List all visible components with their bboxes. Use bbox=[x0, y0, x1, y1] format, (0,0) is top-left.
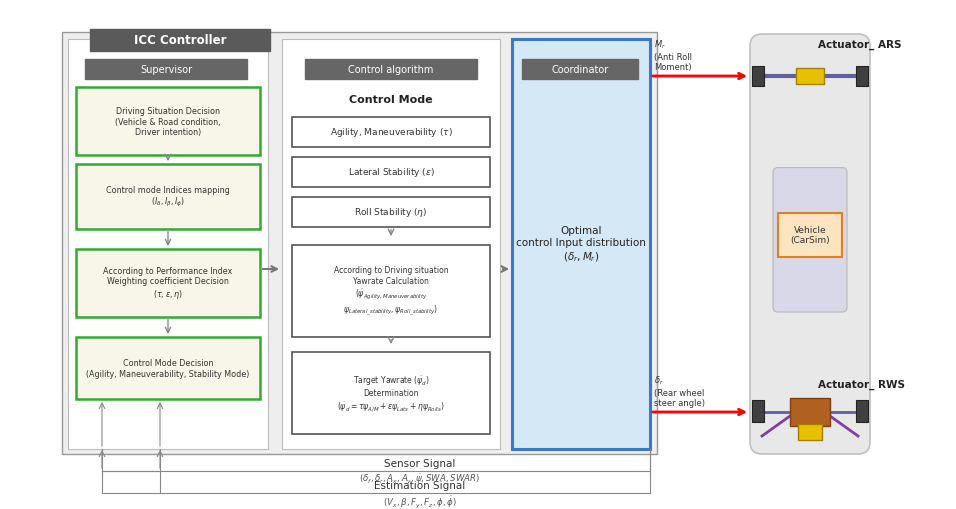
Text: Control Mode Decision
(Agility, Maneuverability, Stability Mode): Control Mode Decision (Agility, Maneuver… bbox=[86, 359, 250, 378]
Text: Actuator_ ARS: Actuator_ ARS bbox=[818, 40, 902, 50]
Text: Actuator_ RWS: Actuator_ RWS bbox=[818, 379, 905, 389]
Bar bbox=[522, 60, 638, 80]
Bar bbox=[76, 337, 260, 399]
Text: According to Performance Index
Weighting coefficient Decision
$(\tau, \varepsilo: According to Performance Index Weighting… bbox=[103, 266, 232, 300]
Bar bbox=[790, 398, 830, 426]
Bar bbox=[778, 213, 842, 257]
Text: According to Driving situation
Yawrate Calculation
$(\dot{\psi}_{Agility,Maneuve: According to Driving situation Yawrate C… bbox=[334, 266, 448, 317]
Bar bbox=[282, 40, 500, 449]
Text: Estimation Signal: Estimation Signal bbox=[375, 480, 466, 490]
Bar bbox=[90, 30, 270, 52]
Bar bbox=[292, 118, 490, 148]
FancyBboxPatch shape bbox=[750, 35, 870, 454]
Bar bbox=[796, 69, 824, 85]
Bar bbox=[85, 60, 247, 80]
Text: Control Mode: Control Mode bbox=[349, 95, 433, 105]
Bar bbox=[798, 424, 822, 440]
Bar bbox=[752, 400, 764, 422]
Bar bbox=[76, 249, 260, 318]
Bar bbox=[292, 245, 490, 337]
Bar bbox=[292, 352, 490, 434]
Bar bbox=[76, 88, 260, 156]
Text: $(\delta_f, \delta_r, A_x, A_y, \dot{\psi}, SWA, SWAR)$: $(\delta_f, \delta_r, A_x, A_y, \dot{\ps… bbox=[359, 472, 481, 486]
Text: Target Yawrate $(\dot{\psi}_d)$
Determination
$(\dot{\psi}_d = \tau\psi_{A/M} + : Target Yawrate $(\dot{\psi}_d)$ Determin… bbox=[337, 374, 445, 413]
Text: Driving Situation Decision
(Vehicle & Road condition,
Driver intention): Driving Situation Decision (Vehicle & Ro… bbox=[116, 107, 221, 136]
Text: Lateral Stability $( \varepsilon )$: Lateral Stability $( \varepsilon )$ bbox=[348, 166, 434, 179]
Bar bbox=[76, 165, 260, 230]
FancyBboxPatch shape bbox=[773, 168, 847, 313]
Text: Supervisor: Supervisor bbox=[140, 65, 192, 75]
Text: Vehicle
(CarSim): Vehicle (CarSim) bbox=[791, 225, 830, 245]
Bar bbox=[856, 400, 868, 422]
Text: ICC Controller: ICC Controller bbox=[134, 35, 227, 47]
Bar bbox=[856, 67, 868, 87]
Text: Control mode Indices mapping
$(I_{\delta}, I_{\beta}, I_{\phi})$: Control mode Indices mapping $(I_{\delta… bbox=[106, 185, 229, 209]
Text: Coordinator: Coordinator bbox=[552, 65, 609, 75]
Text: Sensor Signal: Sensor Signal bbox=[384, 458, 456, 468]
Bar bbox=[68, 40, 268, 449]
Bar bbox=[292, 197, 490, 228]
Text: Optimal
control Input distribution
$(\delta_r, M_r)$: Optimal control Input distribution $(\de… bbox=[516, 226, 646, 263]
Bar bbox=[512, 40, 650, 449]
Bar bbox=[305, 60, 477, 80]
Text: $\delta_r$
(Rear wheel
steer angle): $\delta_r$ (Rear wheel steer angle) bbox=[654, 374, 705, 407]
Text: $M_r$
(Anti Roll
Moment): $M_r$ (Anti Roll Moment) bbox=[654, 39, 692, 72]
Bar bbox=[62, 33, 657, 454]
Text: Roll Stability $( \eta )$: Roll Stability $( \eta )$ bbox=[355, 206, 427, 219]
Text: Agility, Maneuverability $( \tau )$: Agility, Maneuverability $( \tau )$ bbox=[330, 126, 452, 139]
Bar bbox=[752, 67, 764, 87]
Bar bbox=[292, 158, 490, 188]
Text: Control algorithm: Control algorithm bbox=[348, 65, 434, 75]
Text: $(V_x, \beta, F_y, F_z, \phi, \dot{\phi})$: $(V_x, \beta, F_y, F_z, \phi, \dot{\phi}… bbox=[383, 494, 457, 509]
